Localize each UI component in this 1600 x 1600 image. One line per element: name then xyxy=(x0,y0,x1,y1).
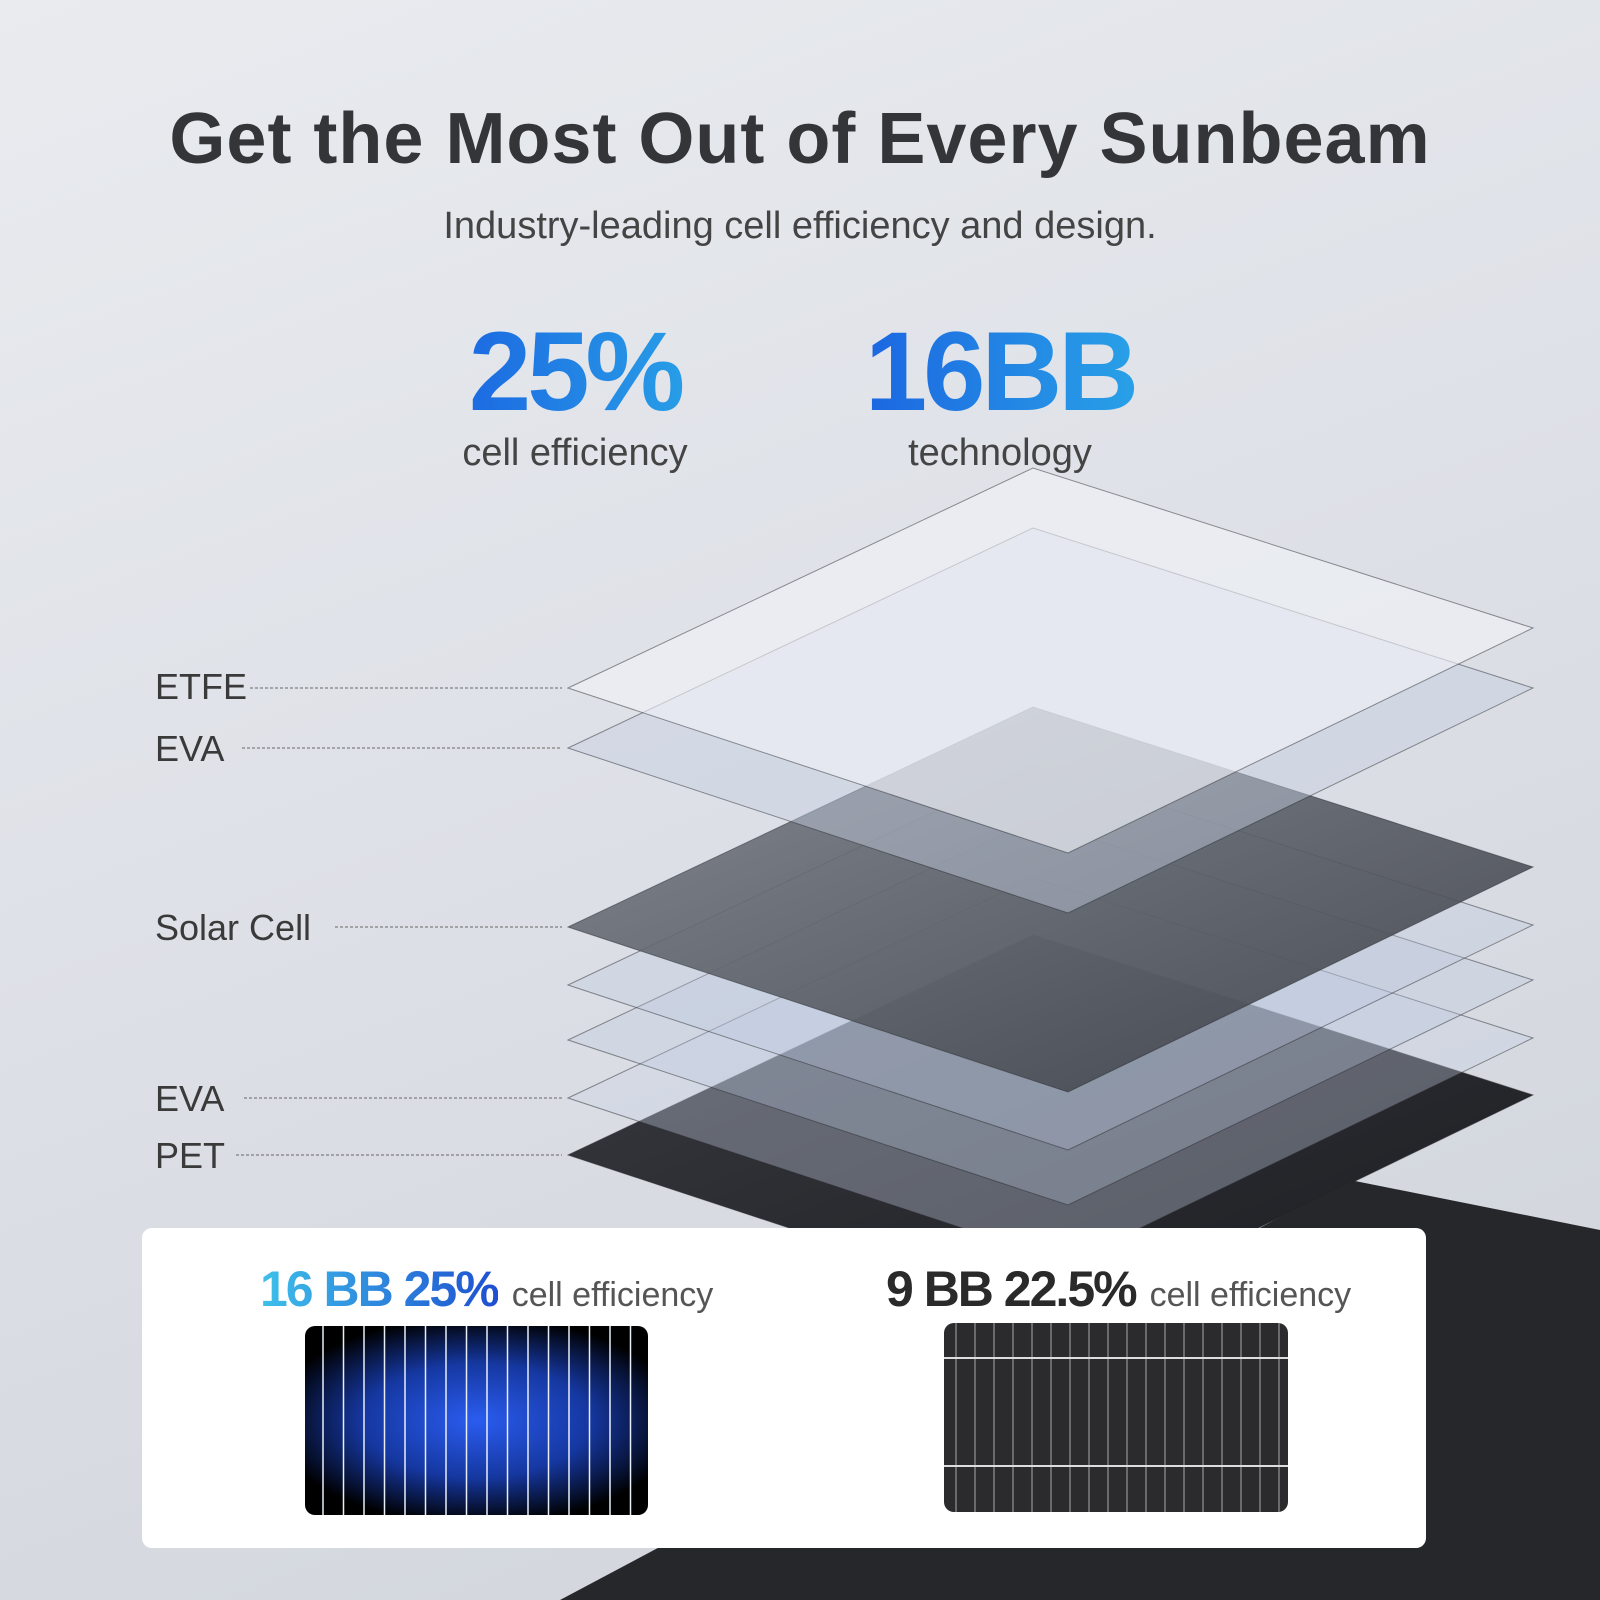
comparison-left-heading: 16 BB 25% cell efficiency xyxy=(260,1260,713,1318)
right-label: cell efficiency xyxy=(1149,1276,1352,1314)
right-highlight: 9 BB 22.5% xyxy=(886,1261,1138,1317)
page-title: Get the Most Out of Every Sunbeam xyxy=(169,99,1431,179)
layer-etfe xyxy=(566,467,1535,854)
page-subtitle: Industry-leading cell efficiency and des… xyxy=(443,205,1157,247)
left-highlight: 16 BB 25% xyxy=(260,1261,500,1317)
layer-label-etfe: ETFE xyxy=(155,666,248,707)
stat-value: 25% xyxy=(420,316,730,428)
stat-label: technology xyxy=(908,432,1092,474)
layer-label-eva-bottom: EVA xyxy=(155,1078,225,1119)
layer-label-eva-top: EVA xyxy=(155,728,225,769)
layer-label-solar-cell: Solar Cell xyxy=(155,907,312,948)
stat-value: 16BB xyxy=(830,316,1170,428)
left-label: cell efficiency xyxy=(511,1276,714,1314)
stat-label: cell efficiency xyxy=(462,432,688,474)
cell-9bb-image xyxy=(944,1323,1288,1512)
comparison-card: 16 BB 25% cell efficiency 9 BB 22.5% cell … xyxy=(142,1228,1426,1548)
stat-busbar: 16BB technology xyxy=(830,316,1170,475)
layer-label-pet: PET xyxy=(155,1135,226,1176)
comparison-right-heading: 9 BB 22.5% cell efficiency xyxy=(886,1260,1351,1318)
stat-efficiency: 25% cell efficiency xyxy=(420,316,730,475)
cell-16bb-image xyxy=(305,1326,648,1515)
